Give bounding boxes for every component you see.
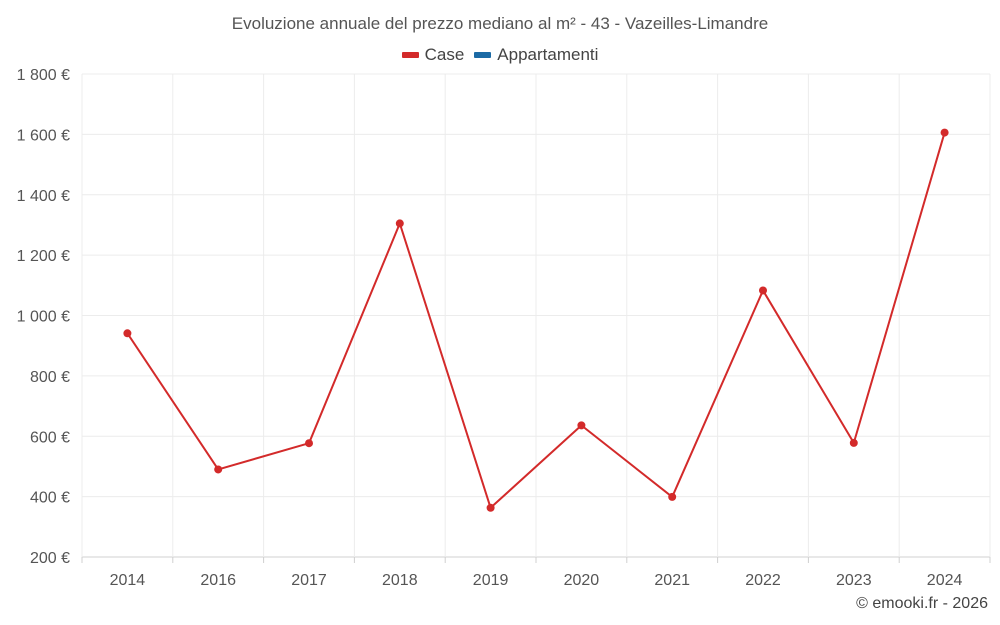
y-tick-label: 200 € xyxy=(30,550,70,567)
x-tick-label: 2022 xyxy=(745,572,781,589)
y-tick-label: 1 800 € xyxy=(17,67,70,84)
data-point xyxy=(668,492,677,501)
x-tick-label: 2021 xyxy=(654,572,690,589)
data-point xyxy=(395,219,404,228)
data-point xyxy=(123,329,132,338)
data-point xyxy=(214,465,223,474)
legend-label-case: Case xyxy=(424,45,465,64)
y-tick-label: 1 000 € xyxy=(17,309,70,326)
y-tick-label: 400 € xyxy=(30,490,70,507)
y-tick-label: 1 200 € xyxy=(17,248,70,265)
legend-item-appartamenti[interactable]: Appartamenti xyxy=(474,45,598,65)
y-tick-label: 800 € xyxy=(30,369,70,386)
chart-title: Evoluzione annuale del prezzo mediano al… xyxy=(231,14,769,33)
legend-label-appartamenti: Appartamenti xyxy=(497,45,599,64)
legend: Case Appartamenti xyxy=(0,45,1000,65)
x-tick-label: 2016 xyxy=(200,572,236,589)
series-line-case xyxy=(126,132,946,509)
x-tick-label: 2014 xyxy=(110,572,146,589)
x-tick-label: 2023 xyxy=(836,572,872,589)
legend-swatch-appartamenti xyxy=(474,52,492,58)
footer-credit: © emooki.fr - 2026 xyxy=(856,595,988,612)
data-point xyxy=(759,286,767,295)
y-tick-label: 1 400 € xyxy=(17,188,70,205)
x-tick-label: 2019 xyxy=(473,572,509,589)
x-tick-label: 2017 xyxy=(291,572,327,589)
y-tick-label: 1 600 € xyxy=(17,127,70,144)
legend-item-case[interactable]: Case xyxy=(401,45,465,65)
x-tick-label: 2024 xyxy=(927,572,963,589)
data-point xyxy=(849,438,858,447)
data-point xyxy=(577,421,586,430)
data-point xyxy=(940,128,949,137)
data-point xyxy=(305,439,313,448)
data-point xyxy=(486,503,495,512)
legend-swatch-case xyxy=(401,52,419,58)
x-tick-label: 2020 xyxy=(564,572,600,589)
x-tick-label: 2018 xyxy=(382,572,418,589)
y-tick-label: 600 € xyxy=(30,429,70,446)
